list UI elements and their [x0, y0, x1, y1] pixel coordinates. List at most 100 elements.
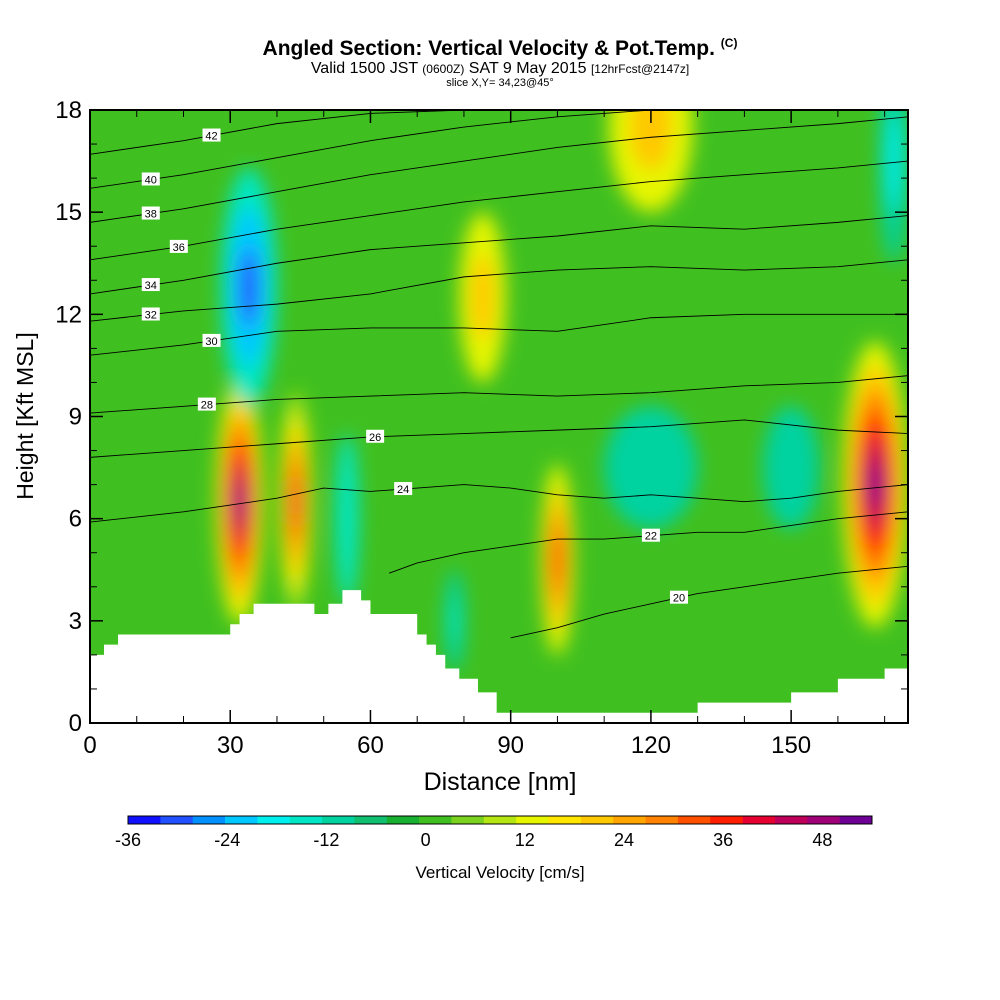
- colorbar-swatch: [483, 816, 517, 824]
- theta-contour-line: [510, 565, 908, 639]
- colorbar-tick-label: 0: [421, 830, 431, 850]
- velocity-cell: [886, 110, 901, 213]
- contour-label-box: [202, 128, 221, 142]
- y-tick-label: 9: [69, 404, 82, 431]
- contour-label: 20: [673, 593, 685, 605]
- colorbar-swatch: [839, 816, 873, 824]
- colorbar-swatch: [257, 816, 291, 824]
- colorbar-swatch: [322, 816, 355, 824]
- theta-contour-line: [389, 511, 908, 574]
- velocity-cell: [869, 460, 881, 509]
- theta-contour-line: [90, 313, 908, 356]
- colorbar-swatch: [613, 816, 646, 824]
- y-tick-label: 3: [69, 608, 82, 635]
- colorbar-swatch: [677, 816, 711, 824]
- theta-contour-line: [90, 110, 745, 189]
- contour-label-box: [197, 397, 216, 411]
- contour-label: 22: [645, 531, 657, 543]
- contour-label: 30: [205, 336, 217, 348]
- contour-label-box: [366, 429, 385, 443]
- contour-label: 32: [145, 310, 157, 322]
- y-tick-label: 6: [69, 506, 82, 533]
- valid-date: SAT 9 May 2015: [468, 60, 587, 77]
- velocity-cell: [335, 433, 359, 604]
- terrain-mask: [90, 590, 908, 723]
- x-tick-label: 0: [83, 732, 96, 759]
- y-axis-label: Height [Kft MSL]: [12, 332, 38, 499]
- colorbar-swatch: [289, 816, 323, 824]
- y-tick-label: 15: [55, 199, 82, 226]
- valid-prefix: Valid 1500 JST: [310, 60, 418, 77]
- colorbar-swatch: [419, 816, 452, 824]
- contour-label-box: [202, 333, 221, 347]
- terrain-shape: [90, 590, 908, 723]
- colorbar-tick-label: 24: [614, 830, 634, 850]
- theta-contour-line: [90, 484, 908, 523]
- colorbar-tick-label: -24: [214, 830, 240, 850]
- contour-label: 36: [173, 242, 185, 254]
- colorbar-swatch: [354, 816, 388, 824]
- x-tick-label: 60: [357, 732, 384, 759]
- colorbar-swatch: [580, 816, 614, 824]
- contour-label-box: [141, 278, 160, 292]
- contour-label-box: [141, 172, 160, 186]
- contour-label-box: [394, 482, 413, 496]
- theta-contour-line: [90, 110, 464, 155]
- colorbar-tick-label: -36: [115, 830, 141, 850]
- velocity-cell: [763, 406, 820, 529]
- colorbar-tick-label: 36: [713, 830, 733, 850]
- colorbar-swatch: [192, 816, 226, 824]
- velocity-field: [90, 110, 908, 723]
- theta-contour-line: [90, 375, 908, 414]
- velocity-cell: [629, 110, 672, 170]
- title-mark: (C): [720, 36, 738, 50]
- theta-contour-line: [90, 215, 908, 295]
- colorbar-swatch: [710, 816, 743, 824]
- y-tick-label: 18: [55, 97, 82, 124]
- y-tick-label: 12: [55, 301, 82, 328]
- colorbar-swatch: [160, 816, 193, 824]
- forecast-label: [12hrFcst@2147z]: [590, 62, 690, 76]
- colorbar-swatch: [774, 816, 808, 824]
- colorbar-swatch: [225, 816, 258, 824]
- colorbar-swatch: [645, 816, 679, 824]
- colorbar-swatch: [807, 816, 840, 824]
- contour-label: 24: [397, 484, 409, 496]
- slice-info: slice X,Y= 34,23@45°: [446, 77, 554, 89]
- colorbar-swatch: [386, 816, 420, 824]
- colorbar-label: Vertical Velocity [cm/s]: [415, 863, 585, 882]
- colorbar-tick-label: -12: [313, 830, 339, 850]
- contour-label: 40: [145, 174, 157, 186]
- contour-label: 26: [369, 432, 381, 444]
- colorbar-swatch: [516, 816, 549, 824]
- y-tick-label: 0: [69, 710, 82, 737]
- chart-title: Angled Section: Vertical Velocity & Pot.…: [0, 36, 1000, 61]
- colorbar: -36 -24 -12 0 12 24 36 48: [115, 815, 873, 850]
- theta-contour-line: [90, 116, 908, 223]
- velocity-cell: [235, 481, 244, 523]
- x-tick-label: 90: [497, 732, 524, 759]
- velocity-cell: [449, 595, 460, 647]
- theta-contours: 20 22 24 26 28 30 32 34 36 38 40 42: [90, 110, 908, 639]
- colorbar-swatch: [128, 816, 161, 824]
- velocity-cell: [604, 406, 698, 529]
- colorbar-frame: [127, 815, 873, 825]
- contour-label: 38: [145, 209, 157, 221]
- velocity-cell: [470, 254, 495, 340]
- velocity-cell: [239, 247, 259, 327]
- colorbar-swatch: [451, 816, 485, 824]
- colorbar-tick-label: 48: [812, 830, 832, 850]
- contour-label: 28: [201, 400, 213, 412]
- x-tick-label: 120: [631, 732, 671, 759]
- contour-label: 42: [205, 131, 217, 143]
- colorbar-swatch: [548, 816, 582, 824]
- contour-label-box: [641, 528, 660, 542]
- valid-utc: (0600Z): [422, 62, 465, 76]
- contour-label: 34: [145, 280, 157, 292]
- theta-contour-line: [90, 419, 908, 458]
- velocity-cell: [292, 479, 299, 524]
- chart-subtitle: Valid 1500 JST (0600Z) SAT 9 May 2015 [1…: [0, 60, 1000, 78]
- contour-label-box: [141, 307, 160, 321]
